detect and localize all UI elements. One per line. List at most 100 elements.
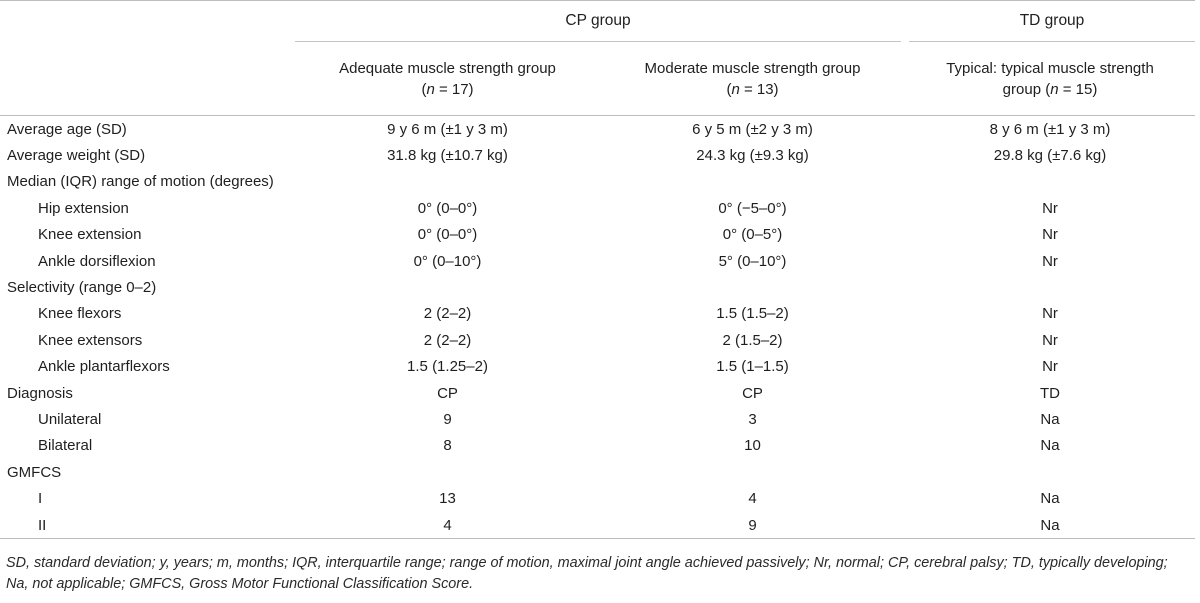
typical-value: Na (1040, 490, 1060, 508)
table-row: Knee extensors 2 (2–2) 2 (1.5–2) Nr (0, 327, 1195, 353)
typical-strength-header: Typical: typical muscle strength group (… (905, 41, 1195, 116)
table-row: Unilateral 9 3 Na (0, 406, 1195, 432)
adequate-n-value: = 17) (434, 80, 474, 98)
adequate-strength-header: Adequate muscle strength group (n = 17) (295, 41, 600, 116)
table-row: II 4 9 Na (0, 511, 1195, 540)
typical-strength-title-2: group ( (1002, 80, 1051, 98)
table-row: Median (IQR) range of motion (degrees) (0, 169, 1195, 195)
group-header-row: CP group TD group (0, 1, 1195, 42)
row-label: I (38, 490, 43, 508)
typical-value (905, 274, 1195, 300)
adequate-value: 8 (443, 437, 452, 455)
moderate-value: 10 (744, 437, 761, 455)
moderate-value: 5° (0–10°) (718, 252, 787, 270)
moderate-strength-title: Moderate muscle strength group (644, 59, 861, 77)
row-label: II (0, 511, 295, 540)
typical-value: Nr (1042, 226, 1058, 244)
typical-value: Nr (1042, 252, 1058, 270)
adequate-value: 0° (0–0°) (417, 226, 478, 244)
typical-n-value: = 15) (1058, 80, 1098, 98)
row-label: Knee flexors (38, 305, 122, 323)
moderate-value: 1.5 (1–1.5) (716, 358, 789, 376)
moderate-n-value: = 13) (739, 80, 779, 98)
blank-header-cell (0, 1, 295, 42)
adequate-value (295, 459, 600, 485)
row-label: Selectivity (range 0–2) (7, 279, 157, 297)
open-paren: ( (726, 80, 732, 98)
open-paren: ( (421, 80, 427, 98)
table-body: Average age (SD) 9 y 6 m (±1 y 3 m) 6 y 5 … (0, 116, 1195, 540)
moderate-value: 0° (0–5°) (722, 226, 783, 244)
row-label: Unilateral (38, 410, 102, 428)
moderate-value: 3 (748, 410, 757, 428)
typical-value (905, 169, 1195, 195)
blank-subheader-cell (0, 41, 295, 116)
row-label: Ankle plantarflexors (38, 358, 170, 376)
typical-value: Na (1040, 437, 1060, 455)
adequate-value: 2 (2–2) (423, 331, 472, 349)
table-row: Knee flexors 2 (2–2) 1.5 (1.5–2) Nr (0, 301, 1195, 327)
adequate-value: 1.5 (1.25–2) (407, 358, 488, 376)
moderate-value (600, 274, 905, 300)
table-row: Average weight (SD) 31.8 kg (±10.7 kg) 24.… (0, 142, 1195, 168)
moderate-strength-header: Moderate muscle strength group (n = 13) (600, 41, 905, 116)
moderate-value: 0° (−5–0°) (718, 199, 787, 217)
adequate-value: 4 (295, 511, 600, 540)
table-row: Ankle plantarflexors 1.5 (1.25–2) 1.5 (1–1… (0, 354, 1195, 380)
typical-value: TD (1040, 384, 1060, 402)
adequate-value: CP (437, 384, 458, 402)
row-label: Median (IQR) range of motion (degrees) (7, 173, 274, 191)
moderate-value (600, 169, 905, 195)
td-group-header: TD group (901, 1, 1195, 42)
row-label: Bilateral (38, 437, 93, 455)
table-row: I 13 4 Na (0, 485, 1195, 511)
table-row: Diagnosis CP CP TD (0, 380, 1195, 406)
moderate-value: 2 (1.5–2) (722, 331, 783, 349)
typical-value: Na (1040, 410, 1060, 428)
typical-value: Nr (1042, 199, 1058, 217)
n-symbol: n (426, 80, 435, 98)
cp-group-header: CP group (295, 1, 905, 42)
typical-value: Nr (1042, 331, 1058, 349)
moderate-value: 6 y 5 m (±2 y 3 m) (692, 120, 813, 138)
row-label: Diagnosis (7, 384, 73, 402)
subgroup-header-row: Adequate muscle strength group (n = 17) … (0, 41, 1195, 116)
row-label: Knee extension (38, 226, 142, 244)
typical-strength-title: Typical: typical muscle strength (946, 59, 1154, 77)
table-footnote: SD, standard deviation; y, years; m, mon… (6, 555, 1168, 592)
adequate-value: 0° (0–0°) (417, 199, 478, 217)
n-symbol: n (1050, 80, 1059, 98)
characteristics-table: CP group TD group Adequate muscle streng… (0, 0, 1195, 540)
row-label: Average weight (SD) (7, 147, 146, 165)
table-row: Bilateral 8 10 Na (0, 433, 1195, 459)
typical-value (905, 459, 1195, 485)
adequate-value: 9 (443, 410, 452, 428)
table-row: GMFCS (0, 459, 1195, 485)
typical-value: Na (905, 511, 1195, 540)
table-row: Average age (SD) 9 y 6 m (±1 y 3 m) 6 y 5 … (0, 116, 1195, 143)
row-label: Knee extensors (38, 331, 143, 349)
adequate-value: 9 y 6 m (±1 y 3 m) (387, 120, 508, 138)
adequate-strength-title: Adequate muscle strength group (339, 59, 556, 77)
row-label: Hip extension (38, 199, 129, 217)
table-row: Selectivity (range 0–2) (0, 274, 1195, 300)
n-symbol: n (731, 80, 740, 98)
adequate-value (295, 274, 600, 300)
row-label: Ankle dorsiflexion (38, 252, 156, 270)
moderate-value: 24.3 kg (±9.3 kg) (696, 147, 809, 165)
moderate-value: CP (742, 384, 763, 402)
adequate-value: 13 (439, 490, 456, 508)
table-row: Hip extension 0° (0–0°) 0° (−5–0°) Nr (0, 195, 1195, 221)
typical-value: Nr (1042, 358, 1058, 376)
moderate-value: 9 (600, 511, 905, 540)
adequate-value (295, 169, 600, 195)
typical-value: 29.8 kg (±7.6 kg) (993, 147, 1107, 165)
adequate-value: 31.8 kg (±10.7 kg) (387, 147, 508, 165)
table-row: Ankle dorsiflexion 0° (0–10°) 5° (0–10°) Nr (0, 248, 1195, 274)
moderate-value: 4 (748, 490, 757, 508)
adequate-value: 2 (2–2) (423, 305, 472, 323)
table-row: Knee extension 0° (0–0°) 0° (0–5°) Nr (0, 222, 1195, 248)
typical-value: Nr (1042, 305, 1058, 323)
typical-value: 8 y 6 m (±1 y 3 m) (989, 120, 1111, 138)
